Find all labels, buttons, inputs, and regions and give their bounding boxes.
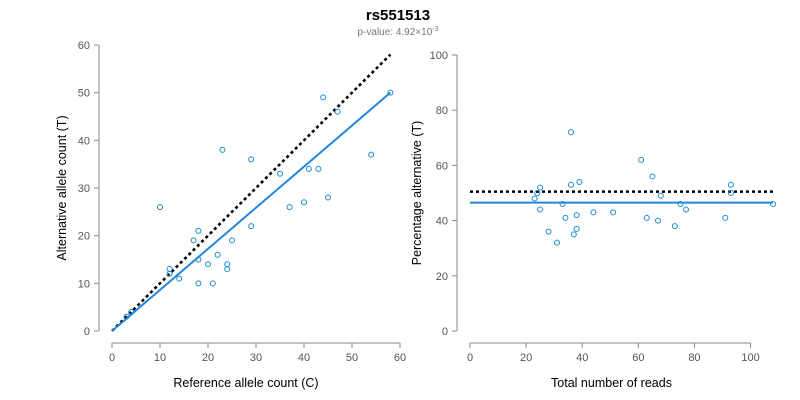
data-point	[573, 212, 580, 219]
data-point	[320, 94, 327, 101]
x-tick-label: 50	[346, 352, 358, 364]
data-point	[209, 280, 216, 287]
data-point	[176, 275, 183, 282]
data-point	[727, 190, 734, 196]
data-point	[590, 209, 597, 216]
data-point	[722, 214, 729, 221]
data-point	[190, 237, 197, 244]
data-point	[610, 209, 617, 216]
x-tick-label: 10	[154, 352, 166, 364]
data-point	[195, 280, 202, 287]
chart-subtitle: p-value: 4.92×10-3	[357, 26, 438, 38]
data-point	[534, 190, 541, 196]
data-point	[224, 266, 231, 273]
scatter-panel-percentage: 0 20 40 60 80 100 0 20 40 60 80 100 Total number of …	[410, 50, 776, 390]
data-point	[277, 170, 283, 177]
data-point	[643, 214, 650, 221]
data-point	[727, 181, 734, 188]
y-tick-label: 0	[84, 326, 90, 338]
x-tick-label: 0	[109, 352, 115, 364]
data-point	[573, 225, 580, 232]
y-tick-label: 80	[436, 105, 448, 117]
x-axis-label: Total number of reads	[551, 376, 672, 390]
data-point	[248, 223, 255, 230]
data-point	[315, 165, 322, 172]
data-point	[531, 195, 538, 202]
x-tick-label: 40	[298, 352, 310, 364]
data-point	[537, 184, 544, 191]
data-point	[219, 146, 226, 153]
data-point	[770, 201, 776, 208]
data-point	[570, 231, 577, 238]
data-point	[305, 165, 312, 172]
data-point	[677, 201, 684, 208]
y-tick-label: 40	[78, 135, 90, 147]
data-point	[654, 217, 661, 224]
fit-line	[111, 91, 392, 332]
data-point	[657, 192, 664, 199]
data-point	[334, 108, 341, 115]
x-tick-label: 60	[394, 352, 406, 364]
y-tick-label: 30	[78, 183, 90, 195]
data-point	[368, 151, 375, 158]
y-tick-label: 10	[78, 278, 90, 290]
chart-title: rs551513	[366, 7, 430, 24]
data-point	[123, 313, 130, 320]
data-point	[195, 256, 202, 263]
y-tick-label: 50	[78, 88, 90, 100]
x-tick-label: 80	[688, 352, 700, 364]
x-axis-label: Reference allele count (C)	[173, 376, 318, 390]
data-point	[537, 206, 544, 213]
data-point	[195, 227, 202, 234]
data-point	[559, 201, 566, 208]
data-point	[248, 156, 255, 163]
data-point	[157, 204, 163, 211]
data-point	[224, 261, 231, 268]
y-tick-label: 40	[436, 216, 448, 228]
data-point	[545, 228, 552, 235]
data-point	[229, 237, 235, 244]
p-value-exponent: -3	[432, 26, 438, 33]
y-tick-label: 100	[430, 50, 448, 62]
scatter-panel-allele-counts: 0 10 20 30 40 50 60 0 10 20 30 40 50 60 Reference alle…	[55, 40, 406, 390]
data-point	[576, 178, 583, 185]
data-point	[683, 206, 690, 213]
x-tick-label: 100	[741, 352, 759, 364]
data-point	[649, 173, 656, 180]
data-point	[286, 204, 293, 211]
y-tick-label: 20	[436, 271, 448, 283]
data-point	[166, 266, 173, 273]
data-point	[562, 214, 569, 221]
data-point	[128, 308, 135, 315]
y-tick-label: 0	[442, 326, 448, 338]
p-value-text: p-value: 4.92×10	[357, 27, 432, 38]
data-point	[214, 251, 221, 258]
data-point	[671, 223, 678, 230]
y-tick-label: 20	[78, 231, 90, 243]
x-tick-label: 30	[250, 352, 262, 364]
x-tick-label: 20	[202, 352, 214, 364]
y-tick-label: 60	[78, 40, 90, 52]
data-point	[568, 181, 574, 188]
data-point	[568, 129, 574, 136]
x-tick-label: 20	[520, 352, 532, 364]
y-tick-label: 60	[436, 160, 448, 172]
data-point	[325, 194, 331, 201]
y-axis-label: Alternative allele count (T)	[55, 115, 69, 260]
data-point	[387, 89, 394, 96]
data-point	[301, 199, 307, 206]
data-point	[205, 261, 211, 268]
reference-line	[111, 53, 392, 332]
x-tick-label: 0	[467, 352, 473, 364]
y-axis-label: Percentage alternative (T)	[410, 121, 424, 266]
x-tick-label: 60	[632, 352, 644, 364]
x-tick-label: 40	[576, 352, 588, 364]
data-point	[638, 156, 645, 163]
data-point	[553, 239, 560, 246]
